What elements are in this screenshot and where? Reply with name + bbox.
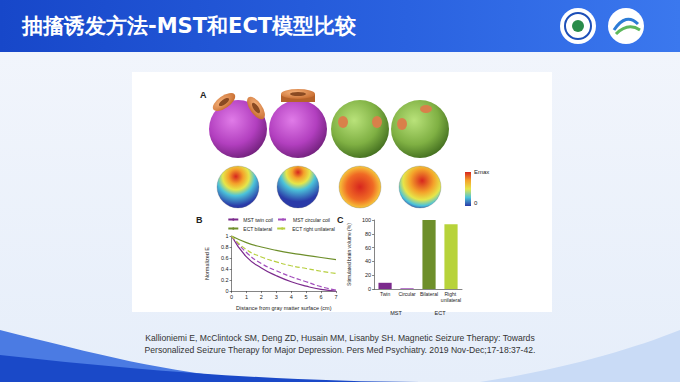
- svg-text:5: 5: [305, 294, 308, 300]
- html-text:抽搐诱发方法-MST和ECT模型比较: 抽搐诱发方法-MST和ECT模型比较: [22, 14, 357, 38]
- svg-text:0: 0: [225, 288, 228, 294]
- svg-text:Normalized E: Normalized E: [204, 247, 210, 280]
- html-text:0: 0: [474, 200, 478, 206]
- svg-text:0.4: 0.4: [221, 266, 229, 272]
- svg-text:2: 2: [260, 294, 263, 300]
- svg-text:Twin: Twin: [380, 291, 391, 297]
- svg-text:0: 0: [230, 294, 233, 300]
- svg-text:80: 80: [365, 231, 371, 237]
- svg-text:4: 4: [290, 294, 293, 300]
- svg-text:1: 1: [245, 294, 248, 300]
- html-text:C: C: [337, 215, 344, 225]
- svg-text:unilateral: unilateral: [441, 297, 461, 303]
- html-text:A: A: [200, 90, 207, 100]
- svg-text:60: 60: [365, 245, 371, 251]
- svg-text:100: 100: [362, 217, 371, 223]
- html-text:B: B: [196, 215, 203, 225]
- svg-text:Circular: Circular: [398, 291, 416, 297]
- svg-text:3: 3: [275, 294, 278, 300]
- svg-text:ECT bilateral: ECT bilateral: [243, 226, 272, 232]
- html-text:Kallioniemi E, McClintock SM,: Kallioniemi E, McClintock SM, Deng ZD, H…: [145, 333, 535, 343]
- html-text:Emax: Emax: [474, 169, 490, 175]
- svg-text:Right: Right: [444, 291, 458, 297]
- svg-text:Bilateral: Bilateral: [420, 291, 438, 297]
- svg-text:7: 7: [334, 294, 337, 300]
- svg-text:0: 0: [368, 286, 371, 292]
- svg-text:1: 1: [225, 233, 228, 239]
- html-text:Personalized Seizure Therapy f: Personalized Seizure Therapy for Major D…: [144, 345, 536, 355]
- svg-text:Stimulated brain volume (%): Stimulated brain volume (%): [346, 223, 352, 286]
- svg-text:0.8: 0.8: [221, 244, 229, 250]
- svg-text:Distance from gray matter surf: Distance from gray matter surface (cm): [236, 305, 332, 311]
- svg-text:0.6: 0.6: [221, 255, 229, 261]
- svg-text:ECT: ECT: [435, 310, 447, 316]
- svg-text:ECT right unilateral: ECT right unilateral: [292, 226, 335, 232]
- svg-text:MST: MST: [390, 310, 402, 316]
- svg-text:MST twin coil: MST twin coil: [243, 217, 273, 223]
- svg-text:6: 6: [320, 294, 323, 300]
- svg-text:40: 40: [365, 258, 371, 264]
- svg-text:0.2: 0.2: [221, 277, 229, 283]
- svg-text:20: 20: [365, 272, 371, 278]
- svg-text:MST circular coil: MST circular coil: [293, 217, 330, 223]
